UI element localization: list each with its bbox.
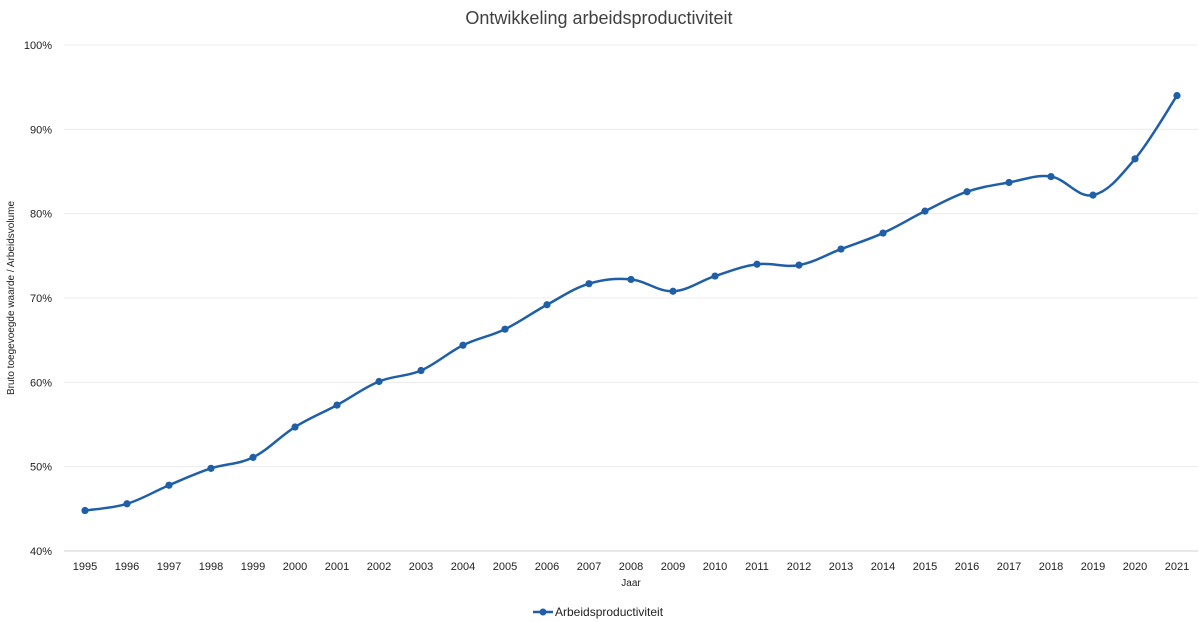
x-tick-label: 2021: [1165, 561, 1189, 573]
data-point: [81, 506, 89, 515]
y-tick-label: 90%: [30, 124, 52, 136]
x-tick-label: 1997: [157, 561, 181, 573]
x-tick-label: 2020: [1123, 561, 1147, 573]
x-tick-label: 2004: [451, 561, 475, 573]
x-tick-label: 2000: [283, 561, 307, 573]
x-tick-label: 1996: [115, 561, 139, 573]
data-point: [333, 401, 341, 409]
x-tick-label: 2006: [535, 561, 559, 573]
data-point: [291, 423, 299, 431]
x-tick-label: 2002: [367, 561, 391, 573]
data-point: [375, 377, 383, 386]
data-point: [123, 500, 131, 508]
y-tick-label: 40%: [30, 546, 52, 558]
x-tick-label: 1998: [199, 561, 223, 573]
data-point: [1005, 178, 1013, 187]
x-tick-label: 2009: [661, 561, 685, 573]
legend-series-name: Arbeidsproductiviteit: [555, 605, 664, 619]
x-tick-label: 2013: [829, 561, 853, 573]
legend: Arbeidsproductiviteit: [533, 605, 664, 619]
x-tick-label: 2014: [871, 561, 895, 573]
data-point: [879, 229, 887, 237]
data-point: [837, 245, 845, 253]
x-tick-label: 1999: [241, 561, 265, 573]
data-point: [753, 260, 761, 268]
y-tick-label: 50%: [30, 462, 52, 474]
data-point: [543, 301, 551, 309]
chart-title: Ontwikkeling arbeidsproductiviteit: [465, 8, 732, 28]
y-tick-label: 70%: [30, 293, 52, 305]
data-point: [1173, 92, 1181, 100]
x-axis-label: Jaar: [621, 578, 641, 589]
data-point: [417, 366, 425, 375]
data-point: [501, 325, 509, 333]
data-point: [207, 464, 215, 472]
x-tick-label: 2005: [493, 561, 517, 573]
x-tick-label: 2016: [955, 561, 979, 573]
data-point: [165, 481, 173, 489]
x-axis-ticks: 1995 1996 1997 1998 1999 2000 2001 2002 2003 2004…: [73, 561, 1189, 573]
x-tick-label: 2010: [703, 561, 727, 573]
data-point: [795, 261, 803, 269]
data-point: [627, 275, 635, 284]
data-point: [249, 453, 257, 461]
x-tick-label: 1995: [73, 561, 97, 573]
y-tick-label: 100%: [24, 40, 52, 52]
data-point: [459, 341, 467, 349]
data-point: [921, 207, 929, 215]
y-tick-label: 80%: [30, 209, 52, 221]
data-point: [711, 272, 719, 280]
gridlines: [64, 44, 1198, 552]
x-tick-label: 2019: [1081, 561, 1105, 573]
series-layer: [81, 92, 1181, 515]
data-point: [1131, 155, 1139, 163]
x-tick-label: 2015: [913, 561, 937, 573]
x-tick-label: 2003: [409, 561, 433, 573]
data-point: [1089, 191, 1097, 199]
x-tick-label: 2008: [619, 561, 643, 573]
x-tick-label: 2018: [1039, 561, 1063, 573]
x-tick-label: 2001: [325, 561, 349, 573]
data-point: [963, 188, 971, 196]
series-line: [84, 94, 1179, 512]
x-tick-label: 2017: [997, 561, 1021, 573]
legend-point-marker: [539, 608, 547, 616]
data-point: [1047, 172, 1055, 181]
y-axis-label: Bruto toegevoegde waarde / Arbeidsvolume: [6, 201, 17, 395]
data-point: [669, 287, 677, 295]
x-tick-label: 2011: [745, 561, 769, 573]
data-point: [585, 280, 593, 288]
y-axis-ticks: 40% 50% 60% 70% 80% 90% 100%: [24, 40, 52, 558]
y-tick-label: 60%: [30, 377, 52, 389]
x-tick-label: 2007: [577, 561, 601, 573]
x-tick-label: 2012: [787, 561, 811, 573]
